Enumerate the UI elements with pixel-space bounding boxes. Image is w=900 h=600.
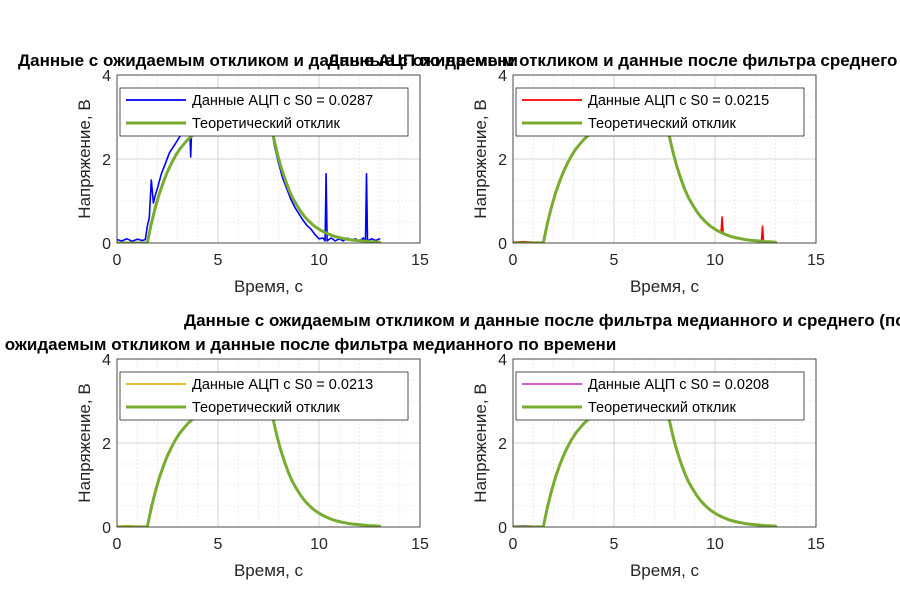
y-tick-label: 4 xyxy=(102,352,111,369)
legend-entry: Теоретический отклик xyxy=(192,116,340,132)
y-tick-label: 0 xyxy=(498,236,507,253)
y-tick-label: 4 xyxy=(102,68,111,85)
x-tick-label: 0 xyxy=(113,252,122,269)
y-tick-label: 0 xyxy=(498,520,507,537)
x-tick-label: 15 xyxy=(807,252,825,269)
x-axis-label: Время, с xyxy=(630,277,700,296)
axes-box xyxy=(116,74,421,244)
y-tick-label: 0 xyxy=(102,520,111,537)
x-tick-label: 5 xyxy=(214,252,223,269)
y-tick-label: 4 xyxy=(498,352,507,369)
legend-entry: Данные АЦП с S0 = 0.0215 xyxy=(588,93,769,109)
chart-title-1: Данные с ожидаемым откликом и данные АЦП… xyxy=(18,51,518,70)
subplot-2: 0 5 10 15 0 2 4 Время, с Напряжение, В Данные АЦП… xyxy=(471,68,825,296)
legend-entry: Теоретический отклик xyxy=(588,116,736,132)
subplot-1: 0 5 10 15 0 2 4 Время, с Напряжение, В Данные АЦП… xyxy=(75,68,429,296)
series-group xyxy=(117,122,382,243)
legend: Данные АЦП с S0 = 0.0208 Теоретический от… xyxy=(515,371,805,421)
legend: Данные АЦП с S0 = 0.0213 Теоретический от… xyxy=(119,371,409,421)
x-tick-label: 15 xyxy=(807,536,825,553)
legend-entry: Теоретический отклик xyxy=(588,400,736,416)
legend: Данные АЦП с S0 = 0.0287 Теоретический от… xyxy=(119,87,409,137)
x-tick-label: 5 xyxy=(214,536,223,553)
legend-entry: Данные АЦП с S0 = 0.0213 xyxy=(192,377,373,393)
y-axis-label: Напряжение, В xyxy=(75,99,94,218)
y-tick-label: 2 xyxy=(498,436,507,453)
y-axis-label: Напряжение, В xyxy=(471,99,490,218)
chart-title-3: Данные с ожидаемым откликом и данные пос… xyxy=(0,335,616,354)
series-group xyxy=(117,415,382,527)
x-tick-label: 10 xyxy=(706,252,724,269)
axes-box xyxy=(512,74,817,244)
series-line-2 xyxy=(117,131,382,243)
x-tick-label: 10 xyxy=(706,536,724,553)
chart-title-2: Данные с ожидаемым откликом и данные пос… xyxy=(328,51,900,70)
x-axis-label: Время, с xyxy=(234,277,304,296)
y-tick-label: 0 xyxy=(102,236,111,253)
chart-title-4: Данные с ожидаемым откликом и данные пос… xyxy=(184,311,900,330)
x-tick-label: 0 xyxy=(509,252,518,269)
axes-box xyxy=(116,358,421,528)
series-group xyxy=(513,415,778,527)
axes-box xyxy=(512,358,817,528)
legend-entry: Данные АЦП с S0 = 0.0208 xyxy=(588,377,769,393)
x-tick-label: 0 xyxy=(113,536,122,553)
x-tick-label: 10 xyxy=(310,536,328,553)
x-axis-label: Время, с xyxy=(630,561,700,580)
subplot-3: 0 5 10 15 0 2 4 Время, с Напряжение, В Данные АЦП… xyxy=(75,352,429,580)
legend-box xyxy=(119,87,409,137)
series-line-2 xyxy=(513,131,778,243)
x-tick-label: 0 xyxy=(509,536,518,553)
x-tick-label: 10 xyxy=(310,252,328,269)
y-tick-label: 2 xyxy=(498,152,507,169)
y-tick-label: 2 xyxy=(102,436,111,453)
titles: Данные с ожидаемым откликом и данные АЦП… xyxy=(0,51,900,354)
y-tick-label: 4 xyxy=(498,68,507,85)
subplot-4: 0 5 10 15 0 2 4 Время, с Напряжение, В Данные АЦП… xyxy=(471,352,825,580)
legend-box xyxy=(515,371,805,421)
y-axis-label: Напряжение, В xyxy=(471,383,490,502)
series-line-2 xyxy=(117,415,382,527)
legend-box xyxy=(119,371,409,421)
y-axis-label: Напряжение, В xyxy=(75,383,94,502)
y-tick-label: 2 xyxy=(102,152,111,169)
x-tick-label: 5 xyxy=(610,252,619,269)
legend: Данные АЦП с S0 = 0.0215 Теоретический от… xyxy=(515,87,805,137)
x-axis-label: Время, с xyxy=(234,561,304,580)
legend-entry: Теоретический отклик xyxy=(192,400,340,416)
series-line-2 xyxy=(513,415,778,527)
x-tick-label: 15 xyxy=(411,252,429,269)
x-tick-label: 15 xyxy=(411,536,429,553)
legend-entry: Данные АЦП с S0 = 0.0287 xyxy=(192,93,373,109)
x-tick-label: 5 xyxy=(610,536,619,553)
series-group xyxy=(513,131,778,243)
legend-box xyxy=(515,87,805,137)
